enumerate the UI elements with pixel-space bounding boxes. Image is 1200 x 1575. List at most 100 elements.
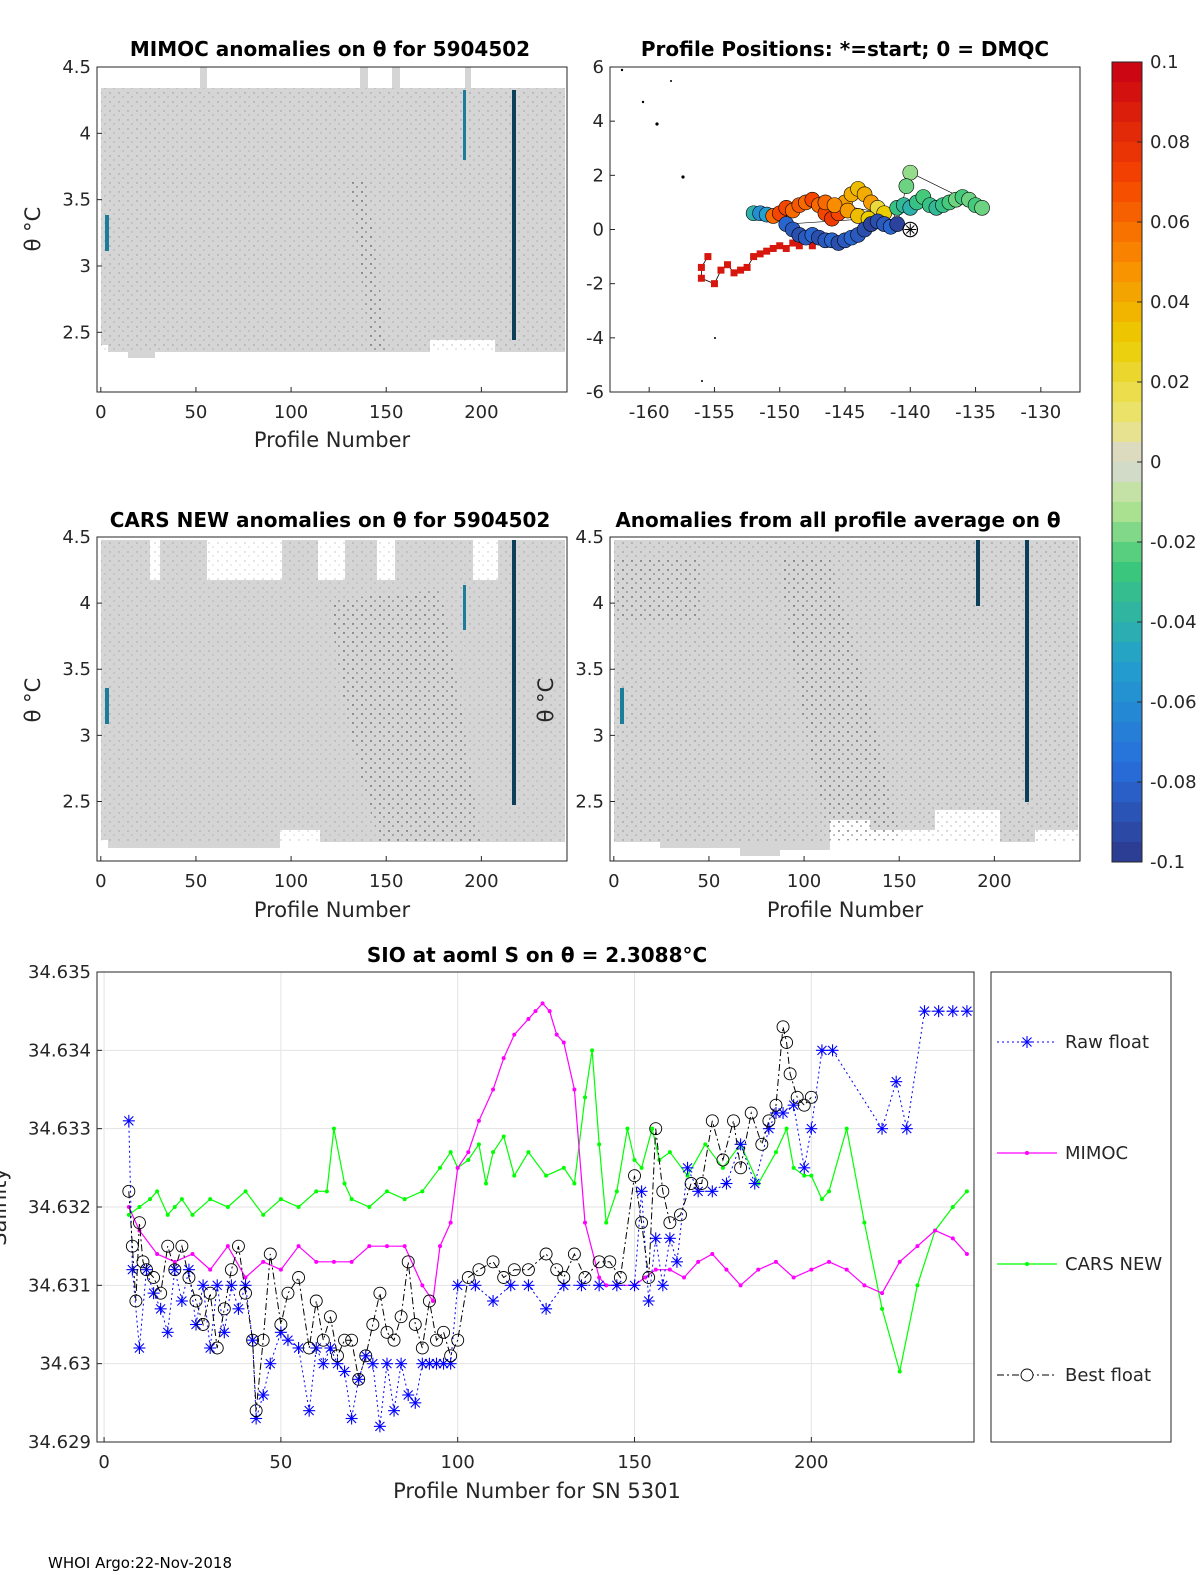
mimoc-marker [349, 1259, 354, 1264]
raw-float-marker-stroke [947, 1006, 958, 1017]
mimoc-marker [225, 1244, 230, 1249]
x-tick-label: 100 [441, 1452, 475, 1473]
colorbar-tick-label: -0.06 [1150, 692, 1197, 713]
raw-float-marker [232, 1302, 245, 1315]
raw-float-marker-stroke [127, 1264, 138, 1275]
cars-new-marker [844, 1126, 849, 1131]
cars-new-marker [314, 1189, 319, 1194]
mimoc-axes-box [96, 66, 568, 393]
best-float-marker [663, 1216, 677, 1230]
colorbar-band [1112, 602, 1142, 623]
y-tick-label: 4.5 [62, 527, 91, 548]
colorbar-band [1112, 582, 1142, 603]
raw-float-marker [380, 1357, 393, 1370]
raw-float-marker-stroke [304, 1405, 315, 1416]
best-float-marker [727, 1114, 740, 1128]
mimoc-marker [430, 1299, 435, 1303]
colorbar-band [1112, 182, 1142, 203]
legend-label: CARS NEW [1065, 1254, 1162, 1275]
raw-track-line [701, 239, 813, 285]
mimoc-marker [880, 1291, 885, 1296]
raw-float-marker [225, 1279, 238, 1292]
cars-new-marker [165, 1212, 170, 1217]
raw-float-marker [395, 1357, 408, 1370]
raw-position-marker [730, 269, 738, 277]
colorbar-band [1112, 302, 1142, 323]
best-float-marker [804, 1090, 818, 1104]
mimoc-marker [773, 1259, 778, 1264]
raw-position-marker [763, 247, 771, 255]
raw-float-marker [540, 1302, 553, 1315]
colorbar-band [1112, 682, 1142, 703]
mimoc-marker [476, 1118, 481, 1123]
raw-float-marker [451, 1279, 464, 1292]
y-tick-label: 2 [593, 165, 604, 186]
y-tick-label: 4.5 [575, 527, 604, 548]
mimoc-xlabel: Profile Number [254, 428, 411, 452]
colorbar-band [1112, 442, 1142, 463]
x-tick-label: 150 [882, 871, 916, 892]
raw-float-marker-stroke [576, 1280, 587, 1291]
raw-position-marker [697, 263, 705, 271]
mimoc-marker [897, 1259, 902, 1264]
colorbar-band [1112, 382, 1142, 403]
y-tick-label: -6 [586, 382, 604, 403]
best-float-marker [408, 1318, 422, 1331]
mimoc-x-axis: 0 50 100 150 200 [95, 387, 499, 423]
colorbar-band [1112, 522, 1142, 543]
allavg-axes-box [609, 536, 1081, 862]
best-float-marker [684, 1177, 698, 1190]
raw-float-marker [317, 1357, 330, 1370]
mimoc-marker [243, 1275, 248, 1280]
allavg-x-axis: 0 50 100 150 200 [608, 856, 1012, 892]
raw-position-marker [776, 242, 784, 250]
raw-float-marker [706, 1185, 719, 1198]
colorbar-band [1112, 462, 1142, 483]
best-float-marker [437, 1325, 451, 1339]
x-tick-label: 50 [184, 871, 207, 892]
best-float-marker [780, 1036, 794, 1049]
cars-new-marker [137, 1205, 142, 1209]
best-float-marker [567, 1247, 581, 1261]
colorbar-tick-label: 0.02 [1150, 372, 1190, 393]
x-tick-label: 0 [608, 871, 619, 892]
raw-float-marker-stroke [367, 1358, 378, 1369]
salinity-title: SIO at aoml S on θ = 2.3088°C [367, 943, 707, 967]
raw-float-marker-stroke [318, 1358, 329, 1369]
mimoc-marker [643, 1275, 648, 1280]
mimoc-y-axis: 4.5 4 3.5 3 2.5 [62, 57, 102, 343]
cars-new-marker [614, 1189, 619, 1194]
cars-y-axis: 4.5 4 3.5 3 2.5 [62, 527, 102, 812]
cars-new-marker [632, 1158, 637, 1162]
raw-float-marker-stroke [799, 1162, 810, 1173]
salinity-panel: SIO at aoml S on θ = 2.3088°C 34.63534.6… [0, 943, 975, 1503]
raw-float-marker-stroke [693, 1186, 704, 1197]
salinity-x-axis: 0 50 100 150 200 [98, 1437, 829, 1473]
x-tick-label: 200 [977, 871, 1011, 892]
cars-new-marker [208, 1197, 213, 1202]
raw-float-marker [610, 1279, 623, 1292]
colorbar-tick-label: 0.1 [1150, 52, 1179, 73]
raw-float-marker-stroke [891, 1076, 902, 1087]
raw-float-marker [946, 1005, 959, 1018]
best-float-marker [203, 1286, 217, 1300]
y-tick-label: 3.5 [62, 190, 91, 211]
raw-float-marker [642, 1295, 655, 1307]
raw-float-marker-stroke [431, 1358, 442, 1369]
cars-new-marker [367, 1205, 372, 1209]
cars-new-marker [466, 1158, 471, 1162]
y-tick-label: 3 [80, 725, 91, 746]
colorbar-tick-label: -0.08 [1150, 772, 1197, 793]
raw-position-marker [756, 250, 764, 258]
raw-float-marker [649, 1232, 662, 1245]
cars-new-marker [880, 1306, 885, 1311]
best-float-marker [613, 1271, 627, 1284]
cars-new-marker [179, 1197, 184, 1202]
raw-float-marker [388, 1404, 401, 1417]
raw-float-marker-stroke [198, 1280, 208, 1291]
raw-float-marker-stroke [721, 1178, 732, 1189]
y-tick-label: 4.5 [62, 57, 91, 78]
mimoc-panel: MIMOC anomalies on θ for 5904502 4.5 4 3.5… [21, 37, 568, 452]
best-float-marker [338, 1333, 351, 1347]
x-tick-label: 200 [464, 871, 498, 892]
